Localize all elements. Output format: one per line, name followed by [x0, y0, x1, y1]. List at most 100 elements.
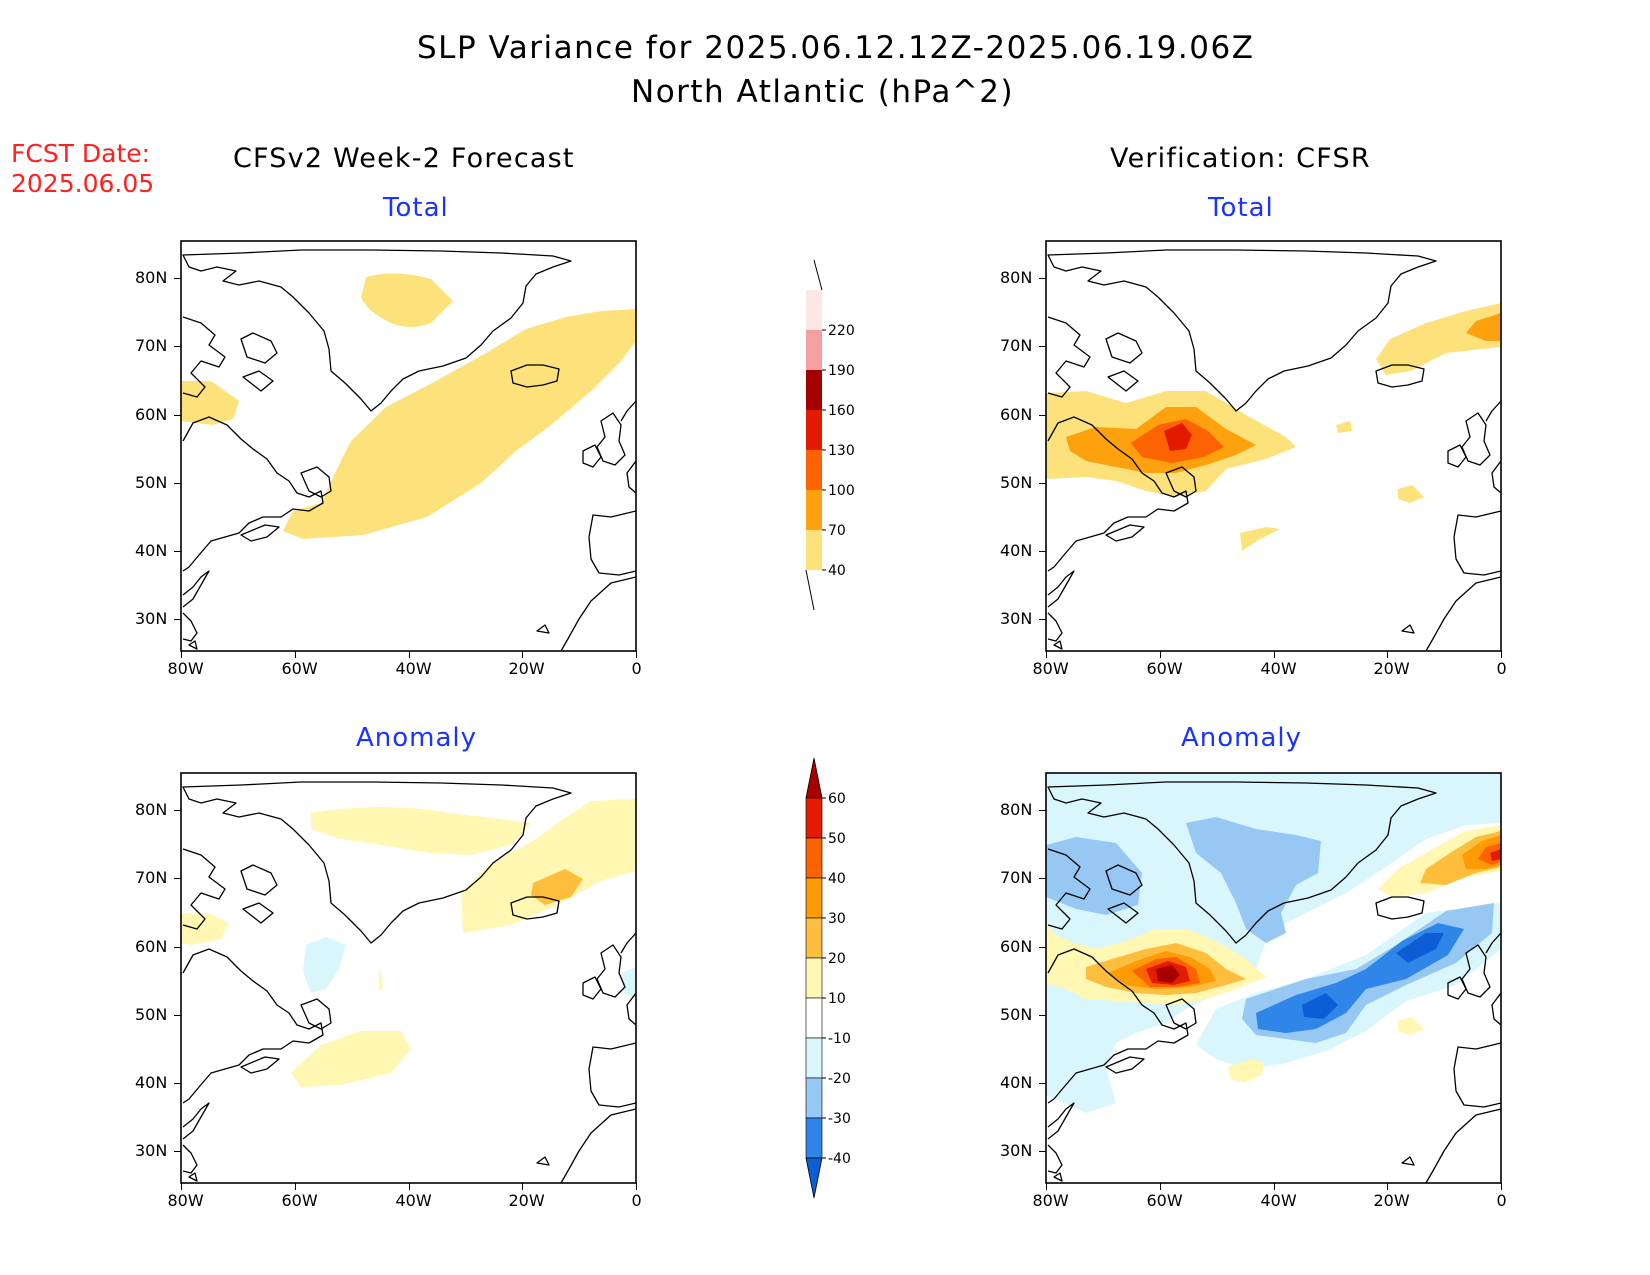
- colorbar-swatch: [805, 917, 823, 959]
- lon-tick-label: 0: [1496, 1191, 1507, 1210]
- contour-fill: [1466, 313, 1501, 341]
- lon-tick-mark: [636, 651, 637, 658]
- lat-tick-label: 80N: [1000, 268, 1033, 287]
- contour-fill: [1336, 421, 1352, 433]
- lat-tick-label: 60N: [1000, 937, 1033, 956]
- lon-tick-mark: [181, 1183, 182, 1190]
- lon-tick-mark: [1274, 1183, 1275, 1190]
- colorbar-level-label: 20: [828, 951, 846, 967]
- lat-tick-mark: [1039, 947, 1046, 948]
- contour-fill: [303, 937, 346, 993]
- fcst-date-label: FCST Date:: [11, 139, 151, 168]
- colorbar-level-label: 10: [828, 991, 846, 1007]
- colorbar-swatch: [805, 837, 823, 879]
- lat-tick-label: 70N: [135, 868, 168, 887]
- lat-tick-mark: [174, 278, 181, 279]
- lat-tick-label: 70N: [1000, 336, 1033, 355]
- lon-tick-label: 20W: [1373, 1191, 1410, 1210]
- panel-subtitle-verification-anomaly: Anomaly: [1181, 723, 1303, 753]
- lat-tick-mark: [174, 1083, 181, 1084]
- colorbar-lower-arrow: [805, 1157, 823, 1199]
- lon-tick-label: 20W: [508, 659, 545, 678]
- colorbar-swatch: [806, 370, 822, 410]
- lon-tick-mark: [295, 1183, 296, 1190]
- lat-tick-mark: [174, 483, 181, 484]
- lon-tick-label: 60W: [281, 1191, 318, 1210]
- lat-tick-label: 40N: [1000, 1073, 1033, 1092]
- colorbar-level-label: 60: [828, 791, 846, 807]
- contour-fill: [531, 869, 583, 905]
- lat-tick-label: 50N: [135, 473, 168, 492]
- lat-tick-mark: [174, 346, 181, 347]
- right-column-title: Verification: CFSR: [1110, 143, 1371, 174]
- colorbar-level-label: 160: [828, 403, 855, 419]
- colorbar-swatch: [806, 330, 822, 370]
- colorbar-swatch: [805, 997, 823, 1039]
- colorbar-level-label: 190: [828, 363, 855, 379]
- lon-tick-label: 60W: [1146, 659, 1183, 678]
- colorbar-swatch: [805, 797, 823, 839]
- contour-fill: [1164, 423, 1192, 451]
- lat-tick-mark: [1039, 346, 1046, 347]
- contour-fill: [1302, 993, 1338, 1019]
- colorbar-level-label: 40: [828, 563, 846, 579]
- lat-tick-mark: [174, 947, 181, 948]
- lat-tick-label: 50N: [135, 1005, 168, 1024]
- lon-tick-label: 0: [1496, 659, 1507, 678]
- lat-tick-mark: [1039, 810, 1046, 811]
- map-frame: [1045, 772, 1502, 1184]
- lon-tick-label: 80W: [167, 659, 204, 678]
- lon-tick-mark: [295, 651, 296, 658]
- lon-tick-mark: [636, 1183, 637, 1190]
- lat-tick-mark: [1039, 619, 1046, 620]
- lon-tick-label: 80W: [1032, 1191, 1069, 1210]
- map-frame: [180, 240, 637, 652]
- lon-tick-label: 0: [631, 1191, 642, 1210]
- lon-tick-mark: [522, 651, 523, 658]
- lat-tick-label: 30N: [1000, 609, 1033, 628]
- lat-tick-label: 80N: [1000, 800, 1033, 819]
- lat-tick-mark: [1039, 278, 1046, 279]
- contour-fill: [1156, 965, 1180, 983]
- panel-subtitle-forecast-anomaly: Anomaly: [356, 723, 478, 753]
- lon-tick-mark: [181, 651, 182, 658]
- colorbar-swatch: [805, 957, 823, 999]
- lat-tick-mark: [174, 1151, 181, 1152]
- colorbar-swatch: [806, 490, 822, 530]
- contour-fill: [1240, 527, 1280, 551]
- contour-fill: [1046, 773, 1501, 1113]
- lat-tick-mark: [174, 878, 181, 879]
- colorbar-level-label: -40: [828, 1151, 851, 1167]
- lon-tick-mark: [1160, 1183, 1161, 1190]
- lon-tick-label: 40W: [1260, 1191, 1297, 1210]
- contour-fill: [379, 969, 383, 991]
- colorbar-upper-tail: [813, 259, 823, 291]
- title-line-1: SLP Variance for 2025.06.12.12Z-2025.06.…: [417, 30, 1255, 66]
- colorbar-level-label: 70: [828, 523, 846, 539]
- colorbar-level-label: -20: [828, 1071, 851, 1087]
- lat-tick-label: 80N: [135, 268, 168, 287]
- lon-tick-mark: [1501, 1183, 1502, 1190]
- colorbar-level-label: -30: [828, 1111, 851, 1127]
- lon-tick-mark: [1046, 1183, 1047, 1190]
- colorbar-anomaly: -40 -30 -20 -10 10 20 30 40 50 60: [805, 757, 851, 1199]
- lon-tick-label: 40W: [395, 1191, 432, 1210]
- contour-fill: [291, 1031, 411, 1087]
- panel-subtitle-forecast-total: Total: [383, 193, 449, 223]
- lon-tick-mark: [1274, 651, 1275, 658]
- lon-tick-label: 0: [631, 659, 642, 678]
- contour-fill: [1228, 1059, 1264, 1083]
- contour-fill: [1396, 933, 1444, 963]
- lat-tick-label: 30N: [1000, 1141, 1033, 1160]
- lon-tick-mark: [1046, 651, 1047, 658]
- colorbar-swatch: [806, 530, 822, 570]
- lon-tick-mark: [1501, 651, 1502, 658]
- lat-tick-mark: [174, 1015, 181, 1016]
- lat-tick-mark: [174, 415, 181, 416]
- lat-tick-label: 70N: [135, 336, 168, 355]
- contour-fill: [1186, 817, 1321, 943]
- contour-fill: [361, 273, 453, 327]
- colorbar-level-label: 50: [828, 831, 846, 847]
- lon-tick-mark: [1160, 651, 1161, 658]
- lat-tick-label: 50N: [1000, 473, 1033, 492]
